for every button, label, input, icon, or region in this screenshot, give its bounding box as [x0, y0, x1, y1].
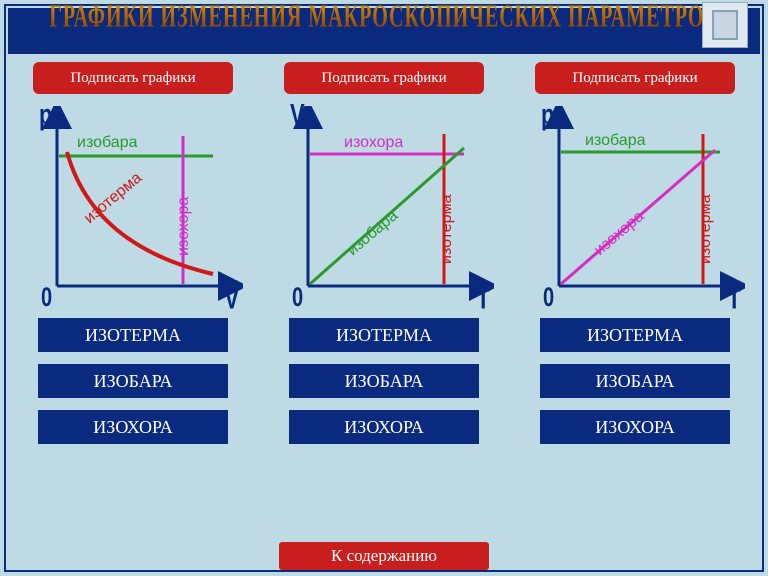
isoterma-label: изотерма	[697, 195, 715, 264]
answer-isochora[interactable]: ИЗОХОРА	[38, 410, 228, 444]
answer-isobara[interactable]: ИЗОБАРА	[540, 364, 730, 398]
answer-isochora[interactable]: ИЗОХОРА	[289, 410, 479, 444]
answer-stack: ИЗОТЕРМА ИЗОБАРА ИЗОХОРА	[14, 318, 252, 444]
isobara-label: изобара	[77, 134, 137, 152]
panel-pt: Подписать графики p T 0 изобара изохора …	[516, 62, 754, 444]
footer-link[interactable]: К содержанию	[279, 542, 489, 570]
origin-label: 0	[543, 283, 554, 314]
chart-vt: V T 0 изохора изобара изотерма	[274, 106, 494, 306]
x-axis-label: T	[477, 281, 490, 316]
decor-icon	[702, 2, 748, 48]
isochora-label: изохора	[175, 197, 193, 256]
origin-label: 0	[41, 283, 52, 314]
answer-stack: ИЗОТЕРМА ИЗОБАРА ИЗОХОРА	[516, 318, 754, 444]
panels-row: Подписать графики p V 0	[14, 62, 754, 444]
answer-isobara[interactable]: ИЗОБАРА	[289, 364, 479, 398]
isoterma-label: изотерма	[438, 195, 456, 264]
panel-pv: Подписать графики p V 0	[14, 62, 252, 444]
isobara-label: изобара	[585, 132, 645, 150]
page-title: ГРАФИКИ ИЗМЕНЕНИЯ МАКРОСКОПИЧЕСКИХ ПАРАМ…	[49, 0, 719, 36]
answer-isobara[interactable]: ИЗОБАРА	[38, 364, 228, 398]
answer-isochora[interactable]: ИЗОХОРА	[540, 410, 730, 444]
chart-pt: p T 0 изобара изохора изотерма	[525, 106, 745, 306]
y-axis-label: p	[39, 97, 52, 132]
y-axis-label: p	[541, 97, 554, 132]
x-axis-label: T	[728, 281, 741, 316]
y-axis-label: V	[290, 97, 305, 132]
sign-button[interactable]: Подписать графики	[284, 62, 484, 94]
answer-isoterma[interactable]: ИЗОТЕРМА	[38, 318, 228, 352]
answer-isoterma[interactable]: ИЗОТЕРМА	[540, 318, 730, 352]
isochora-label: изохора	[344, 134, 403, 152]
answer-stack: ИЗОТЕРМА ИЗОБАРА ИЗОХОРА	[265, 318, 503, 444]
x-axis-label: V	[224, 281, 239, 316]
origin-label: 0	[292, 283, 303, 314]
answer-isoterma[interactable]: ИЗОТЕРМА	[289, 318, 479, 352]
sign-button[interactable]: Подписать графики	[535, 62, 735, 94]
panel-vt: Подписать графики V T 0 изохора изобара …	[265, 62, 503, 444]
chart-pv: p V 0 изобара изотерма изохора	[23, 106, 243, 306]
sign-button[interactable]: Подписать графики	[33, 62, 233, 94]
